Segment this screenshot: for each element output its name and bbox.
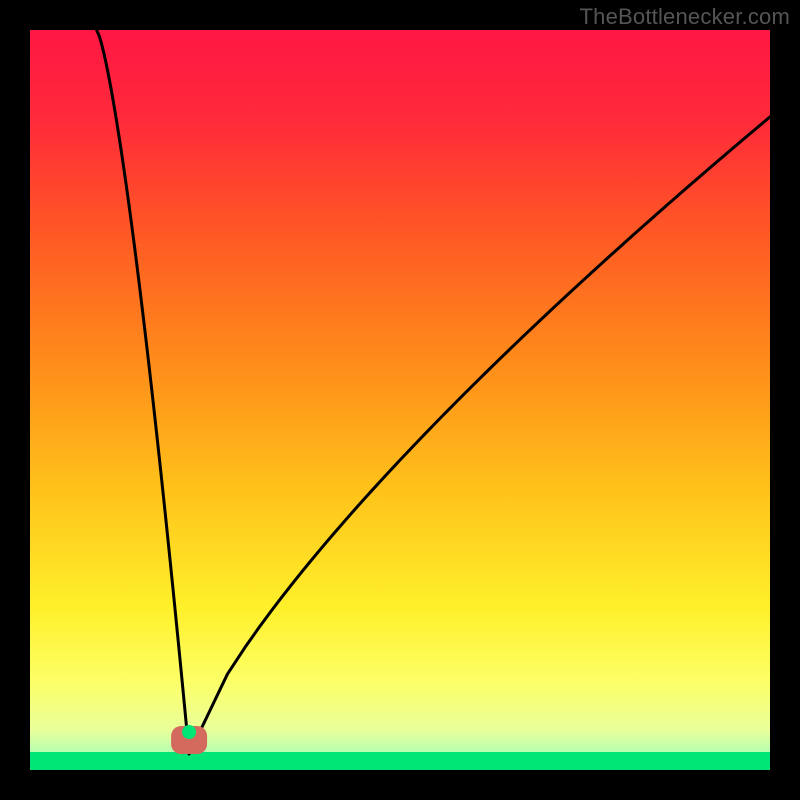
baseline-band [30, 752, 770, 770]
bottleneck-chart [0, 0, 800, 800]
minimum-marker-notch [182, 725, 196, 739]
figure-root: TheBottlenecker.com [0, 0, 800, 800]
border-bottom [0, 770, 800, 800]
plot-background [30, 30, 770, 770]
border-left [0, 0, 30, 800]
border-right [770, 0, 800, 800]
watermark-text: TheBottlenecker.com [580, 4, 790, 30]
